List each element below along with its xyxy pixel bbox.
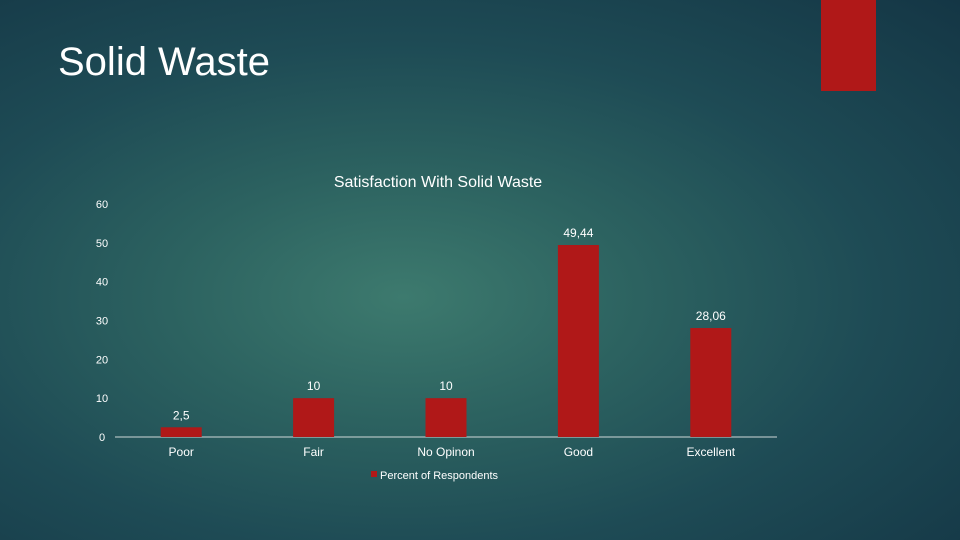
- data-label: 2,5: [173, 408, 190, 422]
- x-tick-label: Poor: [169, 445, 194, 459]
- bar: [425, 398, 467, 437]
- data-labels: 2,5 10 10 49,44 28,06: [173, 226, 726, 422]
- x-axis-ticks: Poor Fair No Opinon Good Excellent: [169, 445, 736, 459]
- x-tick-label: Good: [564, 445, 593, 459]
- y-tick-label: 60: [96, 199, 108, 211]
- data-label: 10: [307, 379, 321, 393]
- y-tick-label: 40: [96, 277, 108, 289]
- y-tick-label: 50: [96, 238, 108, 250]
- bars: [160, 245, 732, 437]
- bar: [160, 427, 202, 437]
- bar: [557, 245, 599, 437]
- bar: [690, 328, 732, 437]
- bar: [293, 398, 335, 437]
- y-tick-label: 20: [96, 354, 108, 366]
- y-tick-label: 10: [96, 393, 108, 405]
- legend-swatch: [371, 471, 377, 477]
- legend: Percent of Respondents: [371, 470, 499, 482]
- legend-label: Percent of Respondents: [380, 470, 499, 482]
- x-tick-label: Fair: [303, 445, 324, 459]
- y-tick-label: 0: [99, 432, 105, 444]
- data-label: 49,44: [563, 226, 593, 240]
- x-tick-label: No Opinon: [417, 445, 474, 459]
- x-tick-label: Excellent: [686, 445, 735, 459]
- y-tick-label: 30: [96, 316, 108, 328]
- chart-title: Satisfaction With Solid Waste: [334, 174, 542, 191]
- slide-title: Solid Waste: [58, 40, 270, 84]
- data-label: 28,06: [696, 309, 726, 323]
- data-label: 10: [439, 379, 453, 393]
- accent-bar: [821, 0, 876, 91]
- y-axis-ticks: 0 10 20 30 40 50 60: [96, 199, 108, 444]
